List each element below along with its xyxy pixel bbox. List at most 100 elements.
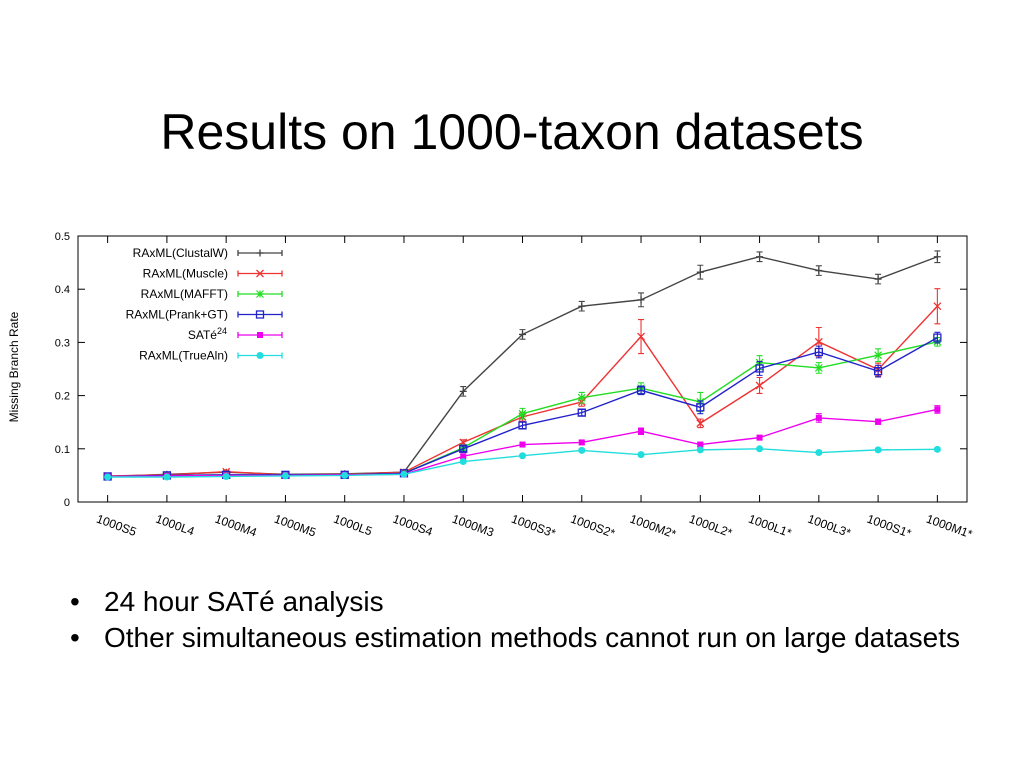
x-tick-label: 1000L2* — [687, 512, 734, 541]
bullet-dot-icon: • — [70, 622, 80, 653]
legend-label: RAxML(Muscle) — [143, 267, 228, 281]
bullet-item: • Other simultaneous estimation methods … — [66, 622, 966, 654]
data-point — [459, 444, 468, 453]
series-1 — [103, 288, 942, 480]
data-point — [459, 458, 467, 466]
x-tick-label: 1000L3* — [806, 512, 853, 541]
data-point — [459, 387, 467, 395]
legend-superscript: 24 — [217, 326, 227, 336]
data-point — [636, 386, 646, 395]
data-point — [756, 434, 763, 441]
legend-label: RAxML(Prank+GT) — [126, 308, 228, 322]
legend-marker — [256, 269, 264, 278]
data-point — [934, 406, 941, 413]
data-point — [577, 408, 586, 417]
error-bar — [460, 445, 467, 453]
data-point — [519, 441, 526, 448]
data-point — [281, 472, 289, 480]
chart-legend: RAxML(ClustalW) RAxML(Muscle) RAxML(MAFFT)… — [126, 246, 283, 363]
missing-branch-rate-chart: 0 0.1 0.2 0.3 0.4 0.5 1000S5 1000L4 1000M4 1000M5… — [7, 231, 975, 542]
legend-marker — [257, 332, 263, 338]
error-bar — [756, 361, 763, 376]
data-point — [933, 445, 941, 453]
x-tick-label: 1000L4 — [154, 512, 197, 539]
legend-label: RAxML(MAFFT) — [141, 287, 228, 301]
data-point — [577, 393, 586, 402]
y-tick-label: 0.2 — [55, 391, 70, 403]
data-point — [104, 473, 112, 481]
data-point — [696, 419, 705, 428]
x-tick-label: 1000M3 — [450, 512, 496, 540]
data-point — [697, 441, 704, 448]
x-tick-label: 1000M4 — [213, 512, 259, 540]
y-tick-label: 0.5 — [55, 231, 70, 243]
slide-title: Results on 1000-taxon datasets — [160, 104, 864, 160]
x-tick-label: 1000S1* — [865, 512, 913, 541]
legend-label: RAxML(TrueAln) — [139, 349, 228, 363]
data-point — [222, 472, 230, 480]
bullet-item: • 24 hour SATé analysis — [66, 586, 966, 618]
legend-line — [237, 311, 283, 318]
data-point — [756, 445, 764, 453]
data-point — [578, 439, 585, 446]
data-point — [815, 267, 823, 275]
bullet-dot-icon: • — [70, 586, 80, 617]
x-tick-label: 1000L1* — [747, 512, 794, 541]
data-point — [696, 403, 705, 412]
data-point — [578, 302, 586, 310]
y-tick-label: 0.4 — [55, 284, 70, 296]
legend-label: RAxML(ClustalW) — [133, 246, 228, 260]
data-point — [755, 381, 764, 390]
data-point — [874, 351, 883, 360]
x-tick-label: 1000L5 — [332, 512, 375, 539]
data-point — [638, 428, 645, 435]
data-point — [637, 296, 645, 304]
data-point — [933, 333, 942, 342]
y-tick-label: 0.3 — [55, 337, 70, 349]
legend-marker — [256, 290, 264, 298]
bullet-text: Other simultaneous estimation methods ca… — [104, 622, 961, 653]
legend-marker — [256, 352, 264, 359]
data-point — [874, 275, 882, 283]
y-tick-label: 0.1 — [55, 444, 70, 456]
data-point — [875, 418, 882, 425]
y-tick-label: 0 — [64, 497, 70, 509]
series-5 — [104, 445, 941, 481]
data-point — [815, 449, 823, 457]
chart-series — [103, 250, 942, 481]
data-point — [578, 446, 586, 454]
bullet-list: • 24 hour SATé analysis • Other simultan… — [66, 586, 966, 658]
data-point — [518, 409, 527, 418]
data-point — [519, 330, 526, 338]
data-point — [933, 253, 941, 261]
data-point — [163, 473, 171, 481]
x-tick-label: 1000M1* — [924, 512, 974, 542]
legend-marker — [255, 310, 265, 319]
x-tick-label: 1000S5 — [95, 512, 139, 539]
data-point — [460, 453, 467, 460]
data-point — [873, 366, 883, 376]
error-bar — [638, 385, 645, 396]
data-point — [815, 414, 822, 421]
x-tick-label: 1000M5 — [272, 512, 318, 540]
data-point — [814, 347, 823, 357]
data-point — [696, 268, 704, 276]
data-point — [814, 337, 823, 346]
data-point — [814, 364, 823, 372]
legend-label: SATé24 — [188, 326, 227, 342]
y-axis-label: Missing Branch Rate — [7, 311, 21, 422]
data-point — [756, 253, 764, 261]
data-point — [400, 470, 408, 478]
data-point — [519, 452, 526, 460]
x-tick-label: 1000S4 — [391, 512, 435, 539]
legend-marker — [256, 249, 264, 257]
data-point — [755, 364, 764, 373]
x-tick-label: 1000S2* — [569, 512, 617, 541]
data-point — [637, 451, 645, 459]
data-point — [696, 446, 704, 454]
data-point — [637, 332, 645, 341]
x-tick-label: 1000S3* — [509, 512, 557, 541]
data-point — [518, 421, 527, 430]
bullet-text: 24 hour SATé analysis — [104, 586, 384, 617]
data-point — [933, 302, 942, 311]
